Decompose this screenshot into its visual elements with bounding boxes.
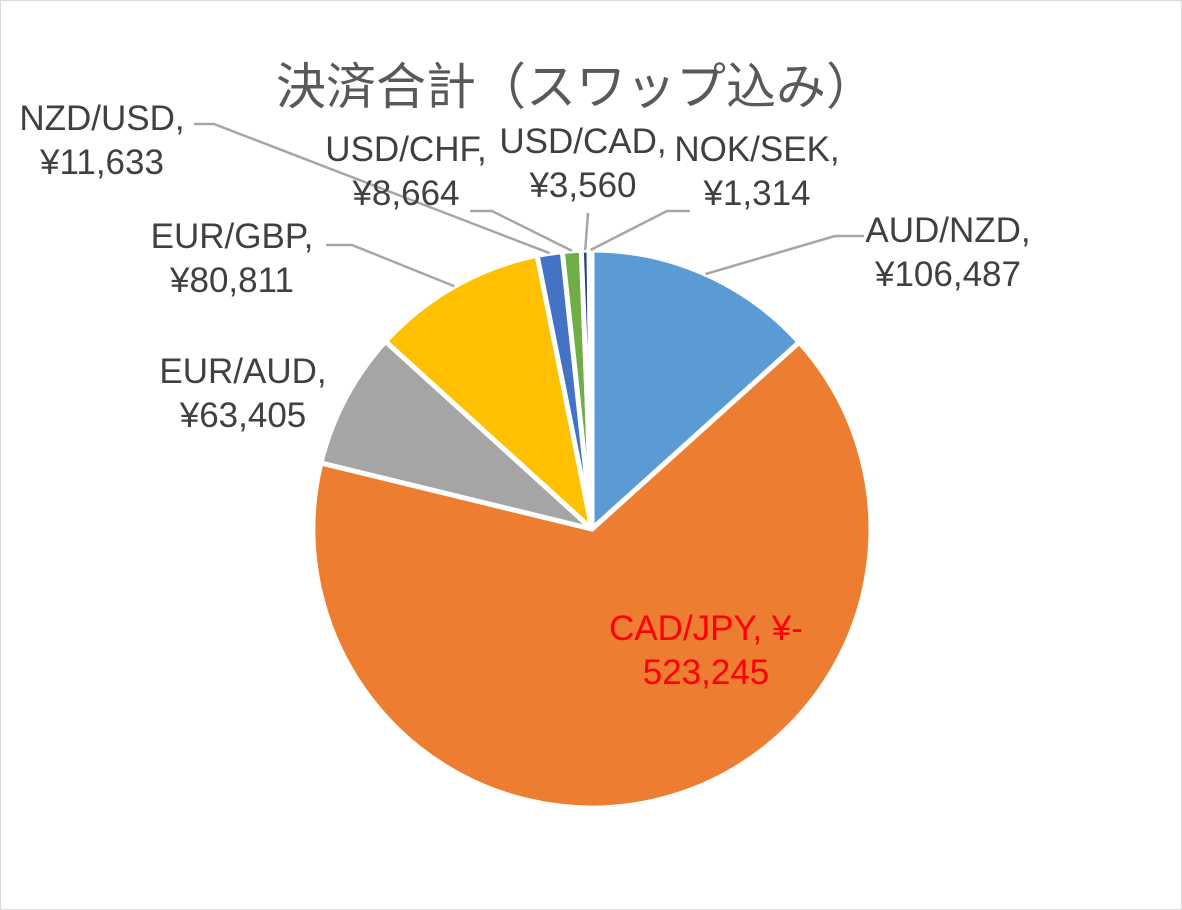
leader-line-eur-gbp (326, 243, 455, 288)
leader-line-usd-cad (583, 212, 590, 251)
pie-slice-nok-sek (586, 247, 595, 532)
data-label-nzd-usd: NZD/USD, ¥11,633 (19, 99, 184, 182)
pie-slice-eur-aud (318, 338, 595, 532)
data-label-cad-jpy: CAD/JPY, ¥-523,245 (609, 609, 803, 692)
pie-slice-aud-nzd (589, 247, 802, 532)
data-label-usd-cad: USD/CAD, ¥3,560 (499, 122, 666, 205)
data-label-usd-chf: USD/CHF, ¥8,664 (325, 130, 486, 213)
data-label-eur-gbp: EUR/GBP, ¥80,811 (151, 217, 314, 300)
data-label-aud-nzd: AUD/NZD, ¥106,487 (865, 211, 1030, 294)
leader-line-aud-nzd (705, 234, 864, 276)
data-label-nok-sek: NOK/SEK, ¥1,314 (674, 130, 839, 213)
leader-lines (194, 122, 864, 288)
pie-slice-cad-jpy (310, 339, 874, 811)
leader-line-usd-chf (470, 209, 573, 252)
leader-line-nzd-usd (194, 122, 551, 255)
data-labels: AUD/NZD, ¥106,487 CAD/JPY, ¥-523,245 EUR/AU… (19, 99, 1030, 692)
pie-slice-eur-gbp (382, 252, 595, 532)
data-label-eur-aud: EUR/AUD, ¥63,405 (159, 352, 326, 435)
pie-slices (310, 247, 874, 811)
leader-line-nok-sek (589, 209, 690, 252)
chart-title: 決済合計（スワップ込み） (276, 58, 876, 116)
